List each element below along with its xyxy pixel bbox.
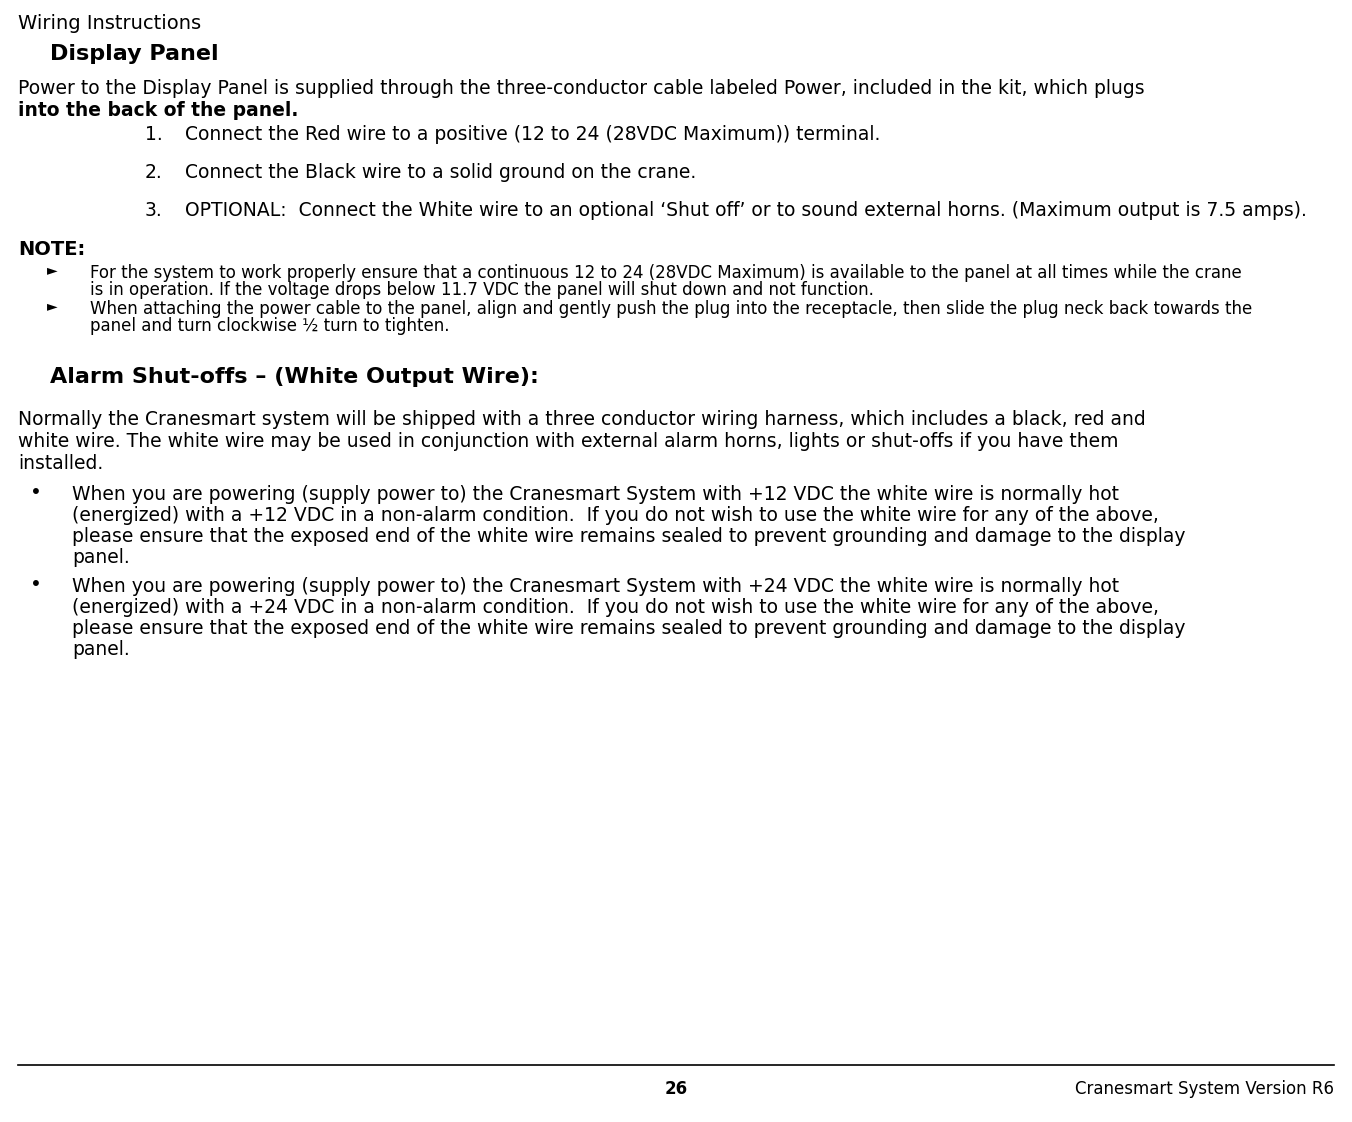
Text: white wire. The white wire may be used in conjunction with external alarm horns,: white wire. The white wire may be used i…	[18, 432, 1118, 451]
Text: panel.: panel.	[72, 548, 130, 567]
Text: 26: 26	[664, 1080, 688, 1098]
Text: 3.: 3.	[145, 201, 162, 220]
Text: When you are powering (supply power to) the Cranesmart System with +24 VDC the w: When you are powering (supply power to) …	[72, 577, 1119, 596]
Text: panel and turn clockwise ½ turn to tighten.: panel and turn clockwise ½ turn to tight…	[91, 318, 449, 335]
Text: installed.: installed.	[18, 454, 103, 473]
Text: (energized) with a +24 VDC in a non-alarm condition.  If you do not wish to use : (energized) with a +24 VDC in a non-alar…	[72, 598, 1159, 617]
Text: Normally the Cranesmart system will be shipped with a three conductor wiring har: Normally the Cranesmart system will be s…	[18, 410, 1145, 429]
Text: Cranesmart System Version R6: Cranesmart System Version R6	[1075, 1080, 1334, 1098]
Text: Display Panel: Display Panel	[50, 44, 219, 64]
Text: Wiring Instructions: Wiring Instructions	[18, 13, 201, 33]
Text: NOTE:: NOTE:	[18, 240, 85, 259]
Text: ►: ►	[47, 298, 58, 313]
Text: into the back of the panel.: into the back of the panel.	[18, 101, 299, 120]
Text: Power to the Display Panel is supplied through the three-conductor cable labeled: Power to the Display Panel is supplied t…	[18, 79, 1145, 98]
Text: Connect the Red wire to a positive (12 to 24 (28VDC Maximum)) terminal.: Connect the Red wire to a positive (12 t…	[185, 125, 880, 144]
Text: is in operation. If the voltage drops below 11.7 VDC the panel will shut down an: is in operation. If the voltage drops be…	[91, 280, 873, 298]
Text: When you are powering (supply power to) the Cranesmart System with +12 VDC the w: When you are powering (supply power to) …	[72, 485, 1119, 504]
Text: When attaching the power cable to the panel, align and gently push the plug into: When attaching the power cable to the pa…	[91, 300, 1252, 318]
Text: please ensure that the exposed end of the white wire remains sealed to prevent g: please ensure that the exposed end of th…	[72, 527, 1186, 546]
Text: Connect the Black wire to a solid ground on the crane.: Connect the Black wire to a solid ground…	[185, 163, 696, 182]
Text: •: •	[30, 482, 42, 502]
Text: ►: ►	[47, 263, 58, 277]
Text: •: •	[30, 574, 42, 594]
Text: panel.: panel.	[72, 640, 130, 659]
Text: (energized) with a +12 VDC in a non-alarm condition.  If you do not wish to use : (energized) with a +12 VDC in a non-alar…	[72, 506, 1159, 525]
Text: OPTIONAL:  Connect the White wire to an optional ‘Shut off’ or to sound external: OPTIONAL: Connect the White wire to an o…	[185, 201, 1307, 220]
Text: For the system to work properly ensure that a continuous 12 to 24 (28VDC Maximum: For the system to work properly ensure t…	[91, 264, 1241, 282]
Text: Alarm Shut-offs – (White Output Wire):: Alarm Shut-offs – (White Output Wire):	[50, 367, 539, 387]
Text: 2.: 2.	[145, 163, 162, 182]
Text: please ensure that the exposed end of the white wire remains sealed to prevent g: please ensure that the exposed end of th…	[72, 619, 1186, 638]
Text: 1.: 1.	[145, 125, 162, 144]
